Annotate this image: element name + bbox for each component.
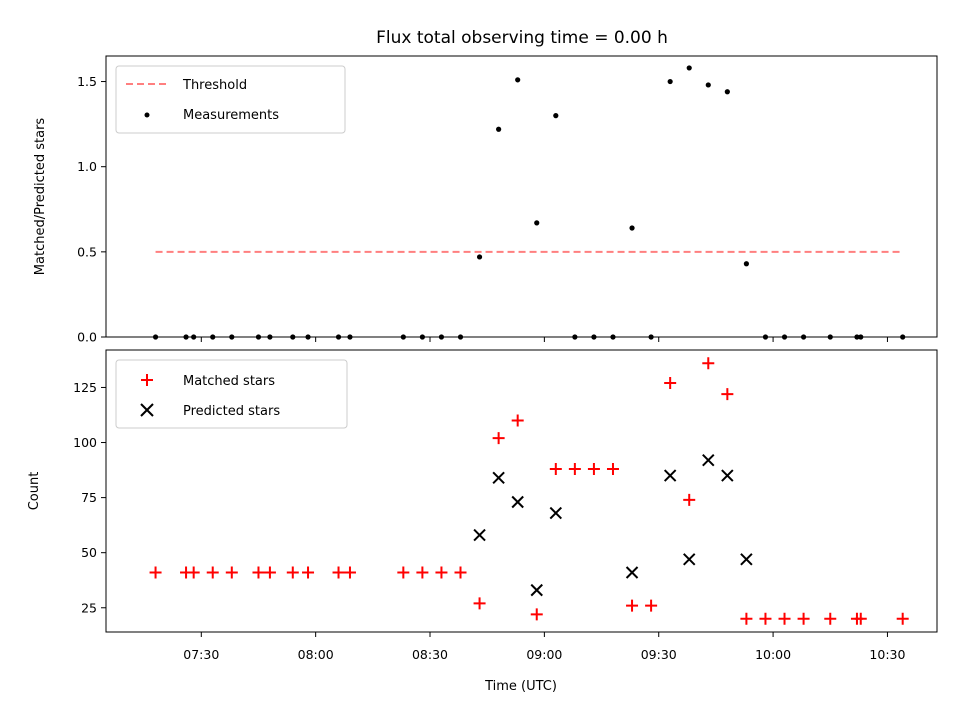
matched-stars-point: [492, 432, 505, 445]
matched-stars-point: [702, 357, 715, 370]
matched-stars-point: [824, 612, 837, 625]
x-tick-label: 07:30: [183, 647, 219, 662]
top-axes-frame: [105, 55, 938, 338]
predicted-stars-point: [549, 506, 563, 520]
predicted-stars-point: [625, 566, 639, 579]
predicted-stars-point: [492, 471, 505, 484]
measurement-point: [496, 126, 502, 132]
y-tick-label: 25: [81, 600, 97, 615]
predicted-stars-point: [473, 528, 486, 542]
matched-stars-point: [683, 493, 696, 506]
measurement-point: [724, 89, 730, 95]
y-tick-label: 50: [81, 545, 97, 560]
predicted-stars-point: [530, 583, 543, 597]
predicted-stars-point: [511, 495, 524, 509]
measurement-point: [705, 82, 711, 88]
y-tick-label: 125: [73, 380, 97, 395]
predicted-stars-point: [721, 469, 734, 482]
bottom-axes: 25 50 75 100 125 07:30 08:00 08:30 09:00 09:30 10:…: [27, 349, 938, 694]
measurement-point: [686, 65, 692, 71]
predicted-stars-point: [683, 553, 696, 566]
predicted-stars-point: [740, 553, 753, 566]
legend-matched-label: Matched stars: [183, 374, 275, 389]
matched-stars-point: [302, 566, 315, 579]
measurement-point: [553, 113, 559, 119]
top-y-axis-label: Matched/Predicted stars: [33, 118, 48, 276]
matched-stars-point: [397, 566, 410, 579]
matched-stars-point: [286, 566, 299, 579]
bottom-axes-frame: [105, 349, 938, 633]
legend-measurements-label: Measurements: [183, 108, 279, 123]
matched-stars-point: [473, 597, 486, 610]
matched-stars-point: [778, 612, 791, 625]
matched-stars-point: [740, 612, 753, 625]
legend-matched-swatch: [141, 374, 153, 386]
measurement-point: [629, 225, 635, 231]
x-tick-label: 10:30: [869, 647, 905, 662]
x-tick-label: 09:30: [641, 647, 677, 662]
matched-stars-point: [149, 566, 162, 579]
top-legend-frame: [115, 65, 346, 134]
chart-title: Flux total observing time = 0.00 h: [376, 28, 668, 48]
bottom-y-axis-label: Count: [27, 472, 42, 511]
legend-measurements-swatch: [144, 112, 150, 118]
matched-stars-point: [568, 462, 581, 475]
predicted-stars-point: [663, 469, 677, 482]
matched-stars-point: [797, 612, 810, 625]
y-tick-label: 0.5: [77, 244, 97, 259]
matched-stars-point: [664, 377, 677, 390]
matched-stars-point: [435, 566, 448, 579]
y-tick-label: 0.0: [77, 330, 97, 345]
matched-stars-point: [896, 612, 909, 625]
matched-stars-point: [587, 462, 600, 475]
measurement-point: [534, 220, 540, 226]
matched-stars-point: [511, 414, 524, 427]
y-tick-label: 1.5: [77, 74, 97, 89]
matched-stars-point: [263, 566, 276, 579]
bottom-legend: Matched stars Predicted stars: [115, 359, 348, 429]
y-tick-label: 100: [73, 435, 97, 450]
legend-predicted-swatch: [140, 403, 154, 417]
matched-stars-point: [721, 388, 734, 401]
matched-stars-point: [606, 462, 619, 475]
measurement-point: [515, 77, 521, 83]
top-legend: Threshold Measurements: [115, 65, 346, 134]
measurement-point: [667, 78, 673, 85]
x-tick-label: 10:00: [755, 647, 791, 662]
legend-predicted-label: Predicted stars: [183, 404, 280, 419]
matched-stars-point: [549, 462, 562, 475]
legend-threshold-label: Threshold: [182, 78, 247, 93]
matched-stars-point: [252, 566, 265, 579]
matched-stars-point: [626, 599, 639, 612]
x-axis-label: Time (UTC): [484, 679, 557, 694]
top-axes: 0.0 0.5 1.0 1.5 Matched/Predicted stars: [33, 55, 938, 345]
matched-stars-point: [187, 566, 200, 579]
matched-stars-point: [454, 566, 467, 579]
matched-stars-point: [645, 599, 658, 612]
x-tick-label: 09:00: [526, 647, 562, 662]
bottom-legend-frame: [115, 359, 348, 429]
y-tick-label: 1.0: [77, 159, 97, 174]
matched-stars-point: [530, 608, 543, 621]
matched-stars-point: [206, 566, 219, 579]
x-tick-label: 08:00: [298, 647, 334, 662]
predicted-stars-point: [702, 453, 715, 467]
x-tick-label: 08:30: [412, 647, 448, 662]
y-tick-label: 75: [81, 490, 97, 505]
matched-stars-point: [759, 612, 772, 625]
matched-stars-point: [343, 566, 356, 579]
matched-stars-point: [854, 612, 867, 625]
matched-stars-point: [332, 566, 345, 579]
measurement-point: [743, 261, 750, 267]
measurement-point: [476, 254, 483, 260]
matched-stars-point: [416, 566, 429, 579]
matched-stars-point: [225, 566, 238, 579]
